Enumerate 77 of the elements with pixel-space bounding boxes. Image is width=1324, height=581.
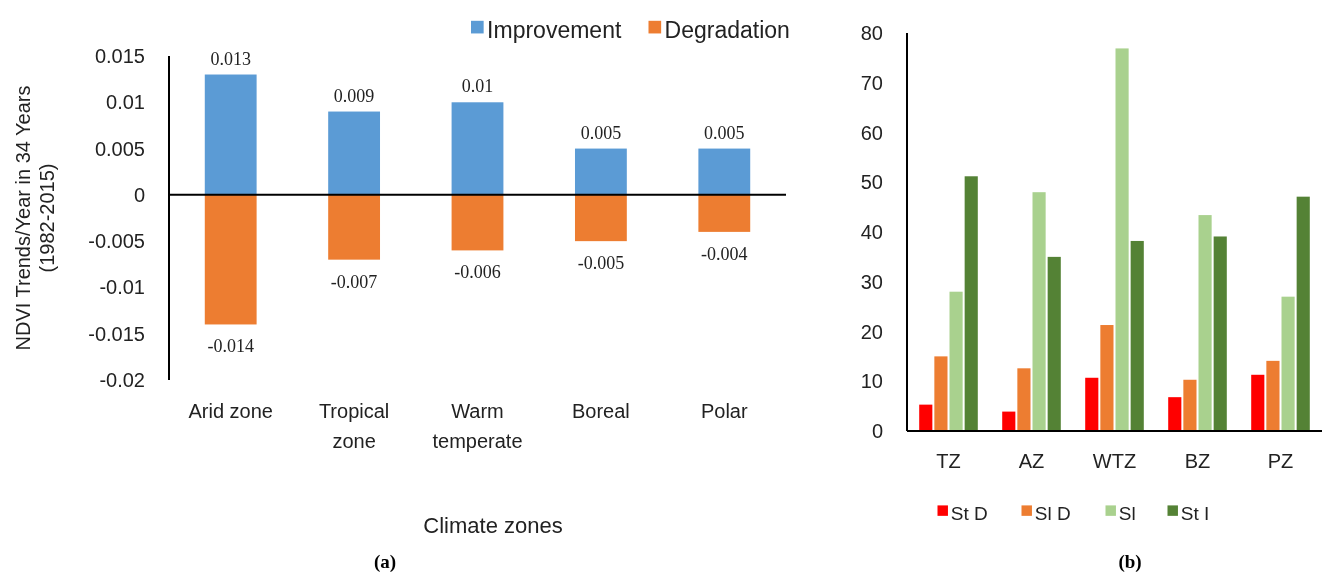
bar — [698, 194, 751, 232]
data-label: -0.014 — [207, 336, 254, 357]
bar — [698, 148, 751, 195]
y-tick-label: -0.02 — [99, 369, 145, 391]
text: (a) — [373, 551, 397, 573]
y-axis-title: NDVI Trends/Year in 34 Years (1982-2015) — [12, 85, 58, 351]
bar — [1115, 48, 1129, 431]
legend-label: St I — [1180, 502, 1210, 524]
legend-label: Sl — [1118, 502, 1136, 524]
data-label: -0.005 — [577, 253, 625, 274]
bar — [1100, 325, 1114, 431]
bar — [1047, 256, 1061, 431]
legend-label: Degradation — [664, 17, 790, 44]
x-tick-label: Warm temperate — [432, 400, 523, 452]
bar — [574, 194, 627, 242]
y-tick-label: 60 — [860, 121, 883, 144]
y-tick-label: -0.01 — [99, 276, 145, 299]
text: (b) — [1118, 551, 1142, 573]
data-label: 0.005 — [704, 122, 745, 143]
bar — [451, 194, 504, 251]
x-axis-title: Climate zones — [423, 513, 563, 538]
bar — [934, 356, 948, 431]
y-tick-label: 80 — [860, 22, 883, 44]
x-tick-label: BZ — [1184, 450, 1211, 472]
bar — [574, 148, 627, 195]
y-tick-label: 20 — [860, 320, 883, 343]
bar — [964, 176, 978, 431]
bar — [1017, 368, 1031, 431]
bar — [1002, 411, 1016, 431]
y-tick-label: 10 — [860, 370, 883, 393]
bar — [1032, 192, 1046, 431]
bar — [1251, 374, 1265, 431]
data-label: 0.01 — [461, 76, 494, 97]
y-tick-label: 0 — [133, 183, 145, 206]
y-tick-label: 0 — [871, 420, 883, 442]
y-tick-label: 0.015 — [94, 45, 145, 67]
legend-label: Sl D — [1034, 502, 1071, 524]
y-tick-label: 40 — [860, 221, 883, 243]
x-tick-label: WTZ — [1092, 450, 1137, 472]
x-tick-label: Boreal — [571, 400, 630, 422]
y-tick-label: 0.01 — [106, 91, 145, 114]
bar — [1281, 296, 1295, 431]
bar — [451, 102, 504, 195]
y-tick-label: 30 — [860, 270, 883, 293]
bar — [204, 74, 257, 195]
legend-label: Improvement — [487, 17, 622, 44]
bar — [1198, 215, 1212, 431]
x-tick-label: AZ — [1018, 450, 1045, 472]
x-tick-label: Polar — [700, 400, 748, 422]
bar — [328, 111, 381, 195]
bar — [949, 291, 963, 431]
x-tick-label: PZ — [1267, 450, 1294, 472]
legend-label: St D — [950, 502, 988, 524]
bar — [1266, 360, 1280, 431]
bar — [1085, 377, 1099, 431]
x-tick-label: TZ — [936, 450, 961, 472]
data-label: 0.009 — [333, 85, 375, 106]
bar — [1213, 236, 1227, 431]
bar — [1296, 196, 1310, 431]
bar — [919, 404, 933, 431]
bar — [1130, 240, 1144, 431]
y-tick-label: 50 — [860, 171, 883, 194]
bar — [1168, 397, 1182, 431]
y-tick-label: 70 — [860, 71, 883, 94]
data-label: -0.004 — [701, 243, 748, 264]
y-tick-label: -0.005 — [88, 230, 145, 253]
bar — [1183, 379, 1197, 431]
data-label: -0.006 — [454, 262, 501, 283]
bar — [204, 194, 257, 325]
data-label: 0.005 — [580, 122, 622, 143]
bar — [328, 194, 381, 260]
data-label: 0.013 — [210, 48, 251, 69]
y-tick-label: -0.015 — [88, 322, 145, 345]
y-tick-label: 0.005 — [94, 137, 145, 160]
data-label: -0.007 — [330, 271, 378, 292]
x-tick-label: Arid zone — [188, 400, 273, 422]
x-tick-label: Tropical zone — [318, 400, 390, 452]
